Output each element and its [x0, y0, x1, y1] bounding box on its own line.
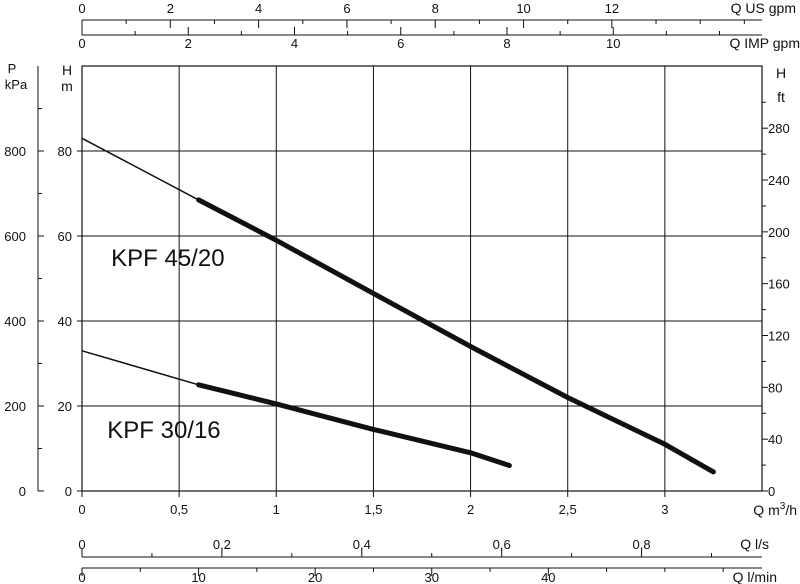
top-flow-axis-1-label-4: 8 — [503, 36, 510, 51]
x-tick-label-3: 1,5 — [364, 502, 382, 517]
y-pressure-tick-label-4: 800 — [4, 144, 26, 159]
top-flow-axis-0-label-6: 12 — [605, 1, 619, 16]
y-head-tick-label-4: 80 — [58, 144, 72, 159]
y-head-tick-label-1: 20 — [58, 399, 72, 414]
top-flow-axis-1-label-3: 6 — [397, 36, 404, 51]
bottom-flow-axis-1-label-0: 0 — [78, 570, 85, 584]
y-ft-tick-label-0: 0 — [768, 484, 775, 499]
y-pressure-tick-label-2: 400 — [4, 314, 26, 329]
bottom-flow-axis-title-1: Q l/min — [733, 569, 777, 584]
top-flow-axis-1-label-1: 2 — [185, 36, 192, 51]
bottom-flow-axis-0-label-4: 0,8 — [633, 537, 651, 552]
top-flow-axis-0-label-2: 4 — [255, 1, 262, 16]
x-tick-label-2: 1 — [273, 502, 280, 517]
top-flow-axis-1-label-0: 0 — [78, 36, 85, 51]
top-flow-axis-0-label-5: 10 — [516, 1, 530, 16]
bottom-flow-axis-title-0: Q l/s — [740, 536, 769, 552]
curve-1-label: KPF 30/16 — [107, 417, 220, 444]
top-flow-axis-1-label-5: 10 — [606, 36, 620, 51]
bottom-flow-axis-1-label-1: 10 — [191, 570, 205, 584]
bottom-flow-axis-0-label-2: 0,4 — [353, 537, 371, 552]
curve-1-thin — [81, 350, 199, 386]
bottom-flow-axis-1-label-2: 20 — [308, 570, 322, 584]
y-head-tick-label-3: 60 — [58, 229, 72, 244]
y-ft-tick-label-2: 80 — [768, 380, 782, 395]
bottom-flow-axis-0-label-0: 0 — [78, 537, 85, 552]
bottom-flow-axis-0-label-3: 0,6 — [493, 537, 511, 552]
top-flow-axis-title-0: Q US gpm — [731, 0, 796, 16]
y-ft-tick-label-5: 200 — [768, 225, 790, 240]
curve-0-thick — [196, 197, 716, 475]
x-axis-title: Q m3/h — [753, 501, 797, 518]
bottom-flow-axis-0-label-1: 0,2 — [213, 537, 231, 552]
y-ft-tick-label-6: 240 — [768, 173, 790, 188]
bottom-flow-axis-1-label-4: 40 — [541, 570, 555, 584]
y-pressure-tick-label-3: 600 — [4, 229, 26, 244]
y-head-title-h: H — [62, 62, 72, 78]
y-ft-tick-label-3: 120 — [768, 329, 790, 344]
y-pressure-title-p: P — [8, 61, 17, 76]
y-pressure-title-unit: kPa — [5, 77, 28, 92]
y-ft-title-h: H — [776, 65, 786, 81]
y-ft-title-unit: ft — [777, 89, 785, 105]
top-flow-axis-0-label-1: 2 — [167, 1, 174, 16]
top-flow-axis-0-label-4: 8 — [432, 1, 439, 16]
curve-0-thin — [81, 137, 199, 201]
x-tick-label-1: 0,5 — [170, 502, 188, 517]
top-flow-axis-0-label-0: 0 — [78, 1, 85, 16]
top-flow-axis-0-label-3: 6 — [343, 1, 350, 16]
curve-1-thick — [196, 382, 512, 468]
x-tick-label-0: 0 — [78, 502, 85, 517]
y-head-tick-label-0: 0 — [65, 484, 72, 499]
bottom-flow-axis-1-label-3: 30 — [424, 570, 438, 584]
plot-frame — [81, 65, 763, 492]
y-head-title-unit: m — [61, 78, 73, 94]
y-ft-tick-label-7: 280 — [768, 121, 790, 136]
curve-0-label: KPF 45/20 — [111, 245, 224, 272]
y-ft-tick-label-4: 160 — [768, 277, 790, 292]
y-pressure-tick-label-1: 200 — [4, 399, 26, 414]
x-tick-label-4: 2 — [467, 502, 474, 517]
y-pressure-tick-label-0: 0 — [19, 484, 26, 499]
x-tick-label-5: 2,5 — [559, 502, 577, 517]
x-tick-label-6: 3 — [661, 502, 668, 517]
y-head-tick-label-2: 40 — [58, 314, 72, 329]
top-flow-axis-1-label-2: 4 — [291, 36, 298, 51]
top-flow-axis-title-1: Q IMP gpm — [729, 35, 800, 51]
y-ft-tick-label-1: 40 — [768, 432, 782, 447]
